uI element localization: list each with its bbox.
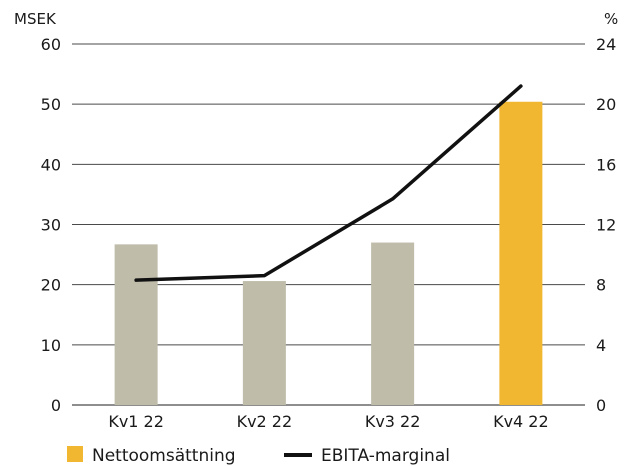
right-tick-label: 0 <box>596 396 606 415</box>
left-tick-label: 60 <box>41 35 61 54</box>
legend: Nettoomsättning EBITA-marginal <box>67 446 450 466</box>
ebita-marginal-line <box>134 84 523 282</box>
left-tick-label: 0 <box>51 396 61 415</box>
right-tick-label: 20 <box>596 95 616 114</box>
bar <box>371 242 415 405</box>
line-series <box>134 84 523 282</box>
legend-label-nettoomsattning: Nettoomsättning <box>92 446 236 466</box>
right-tick-label: 4 <box>596 336 606 355</box>
left-tick-label: 40 <box>41 155 61 174</box>
left-axis: 0 10 20 30 40 50 60 <box>41 35 61 415</box>
bar-series <box>114 101 543 405</box>
legend-label-ebita-marginal: EBITA-marginal <box>321 446 450 466</box>
right-axis: 0 4 8 12 16 20 24 <box>596 35 616 415</box>
right-tick-label: 8 <box>596 276 606 295</box>
left-tick-label: 10 <box>41 336 61 355</box>
bar <box>114 244 158 405</box>
x-tick-label: Kv2 22 <box>237 412 293 431</box>
left-tick-label: 20 <box>41 276 61 295</box>
x-axis: Kv1 22 Kv2 22 Kv3 22 Kv4 22 <box>108 412 548 431</box>
left-tick-label: 30 <box>41 216 61 235</box>
right-tick-label: 16 <box>596 155 616 174</box>
legend-swatch-nettoomsattning <box>67 446 83 462</box>
line-point <box>391 197 395 201</box>
line-point <box>262 274 266 278</box>
left-tick-label: 50 <box>41 95 61 114</box>
line-point <box>134 278 138 282</box>
bar <box>499 101 543 405</box>
line-point <box>519 84 523 88</box>
x-tick-label: Kv1 22 <box>108 412 164 431</box>
right-axis-unit: % <box>604 10 618 28</box>
left-axis-unit: MSEK <box>14 10 57 28</box>
bar <box>242 281 286 405</box>
x-tick-label: Kv3 22 <box>365 412 421 431</box>
x-tick-label: Kv4 22 <box>493 412 549 431</box>
right-tick-label: 24 <box>596 35 616 54</box>
right-tick-label: 12 <box>596 216 616 235</box>
